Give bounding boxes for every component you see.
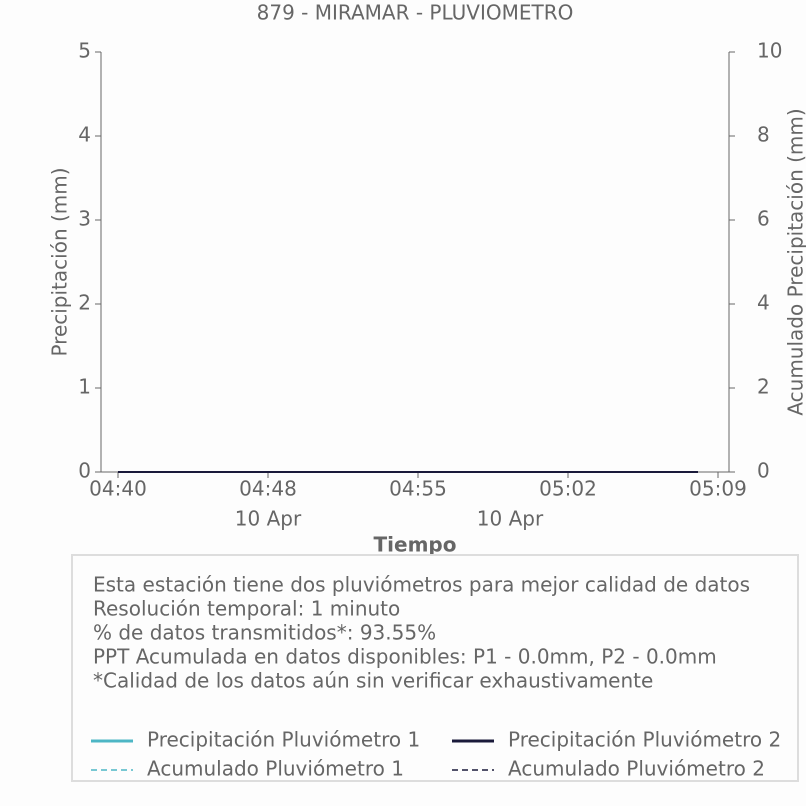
info-box [71,554,799,782]
legend-label: Acumulado Pluviómetro 2 [508,757,765,781]
y2-tick-label: 0 [757,459,770,483]
y2-axis-label: Acumulado Precipitación (mm) [784,108,806,415]
legend-label: Precipitación Pluviómetro 1 [147,728,420,752]
y-tick-label: 0 [78,459,91,483]
info-text: PPT Acumulada en datos disponibles: P1 -… [93,645,717,669]
x-tick-label: 05:02 [539,477,597,501]
y-tick-label: 4 [78,123,91,147]
y-tick-label: 3 [78,207,91,231]
legend-label: Acumulado Pluviómetro 1 [147,757,404,781]
info-text: Resolución temporal: 1 minuto [93,597,400,621]
y-tick-label: 1 [78,375,91,399]
chart-title: 879 - MIRAMAR - PLUVIOMETRO [257,1,574,25]
y2-tick-label: 6 [757,207,770,231]
y2-tick-label: 4 [757,291,770,315]
info-text: *Calidad de los datos aún sin verificar … [93,669,653,693]
legend-label: Precipitación Pluviómetro 2 [508,728,781,752]
info-text: Esta estación tiene dos pluviómetros par… [93,573,750,597]
y-tick-label: 2 [78,291,91,315]
x-tick-label: 04:55 [389,477,447,501]
y-axis-label: Precipitación (mm) [48,167,72,356]
x-tick-label: 05:09 [689,477,747,501]
y2-tick-label: 10 [757,39,782,63]
x-date-label: 10 Apr [235,507,302,531]
info-text: % de datos transmitidos*: 93.55% [93,621,436,645]
y2-tick-label: 2 [757,375,770,399]
x-axis-label: Tiempo [374,533,457,557]
x-tick-label: 04:48 [239,477,297,501]
x-tick-label: 04:40 [89,477,147,501]
y-tick-label: 5 [78,39,91,63]
x-date-label: 10 Apr [477,507,544,531]
y2-tick-label: 8 [757,123,770,147]
